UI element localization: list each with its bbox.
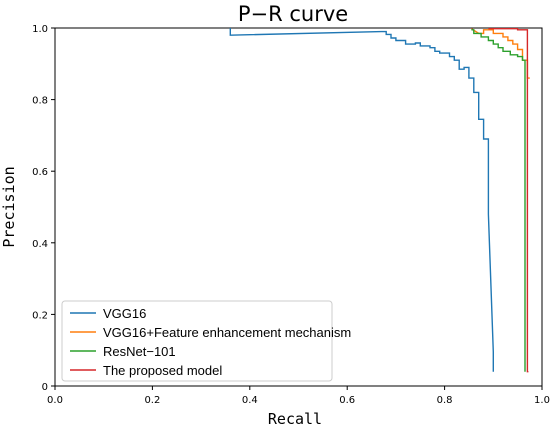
y-axis-label: Precision xyxy=(0,166,18,247)
chart-title: P−R curve xyxy=(238,2,348,26)
series-line-3 xyxy=(488,28,529,373)
series-line-2 xyxy=(471,29,526,372)
x-axis-ticks: 0.0 0.2 0.4 0.6 0.8 1.0 xyxy=(47,386,550,406)
y-tick-label: 0.4 xyxy=(32,239,48,250)
legend-box xyxy=(61,300,333,382)
x-tick-label: 0.4 xyxy=(242,395,258,406)
x-tick-label: 0.6 xyxy=(339,395,355,406)
x-tick-label: 0.8 xyxy=(437,395,453,406)
x-tick-label: 0.2 xyxy=(144,395,160,406)
legend-label-0: VGG16 xyxy=(103,306,146,321)
x-axis-label: Recall xyxy=(268,410,322,428)
y-tick-label: 0.6 xyxy=(32,167,48,178)
y-tick-label: 0 xyxy=(42,382,48,393)
y-axis-ticks: 0 0.2 0.4 0.6 0.8 1.0 xyxy=(32,24,55,393)
y-tick-label: 0.2 xyxy=(32,310,48,321)
legend-label-2: ResNet−101 xyxy=(103,344,176,359)
legend-label-1: VGG16+Feature enhancement mechanism xyxy=(103,325,351,340)
x-tick-label: 1.0 xyxy=(534,395,550,406)
y-tick-label: 1.0 xyxy=(32,24,48,35)
x-tick-label: 0.0 xyxy=(47,395,63,406)
series-layer xyxy=(229,28,530,373)
legend-label-3: The proposed model xyxy=(103,363,222,378)
legend: VGG16 VGG16+Feature enhancement mechanism… xyxy=(61,300,351,382)
series-line-0 xyxy=(229,28,494,372)
y-tick-label: 0.8 xyxy=(32,96,48,107)
